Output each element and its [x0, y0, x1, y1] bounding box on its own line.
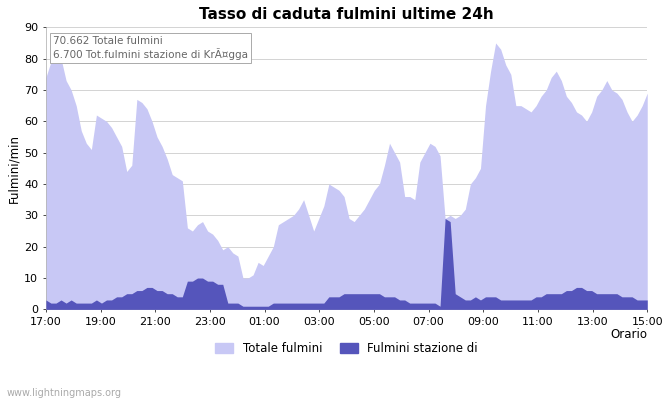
Legend: Totale fulmini, Fulmini stazione di: Totale fulmini, Fulmini stazione di: [211, 338, 482, 360]
Title: Tasso di caduta fulmini ultime 24h: Tasso di caduta fulmini ultime 24h: [199, 7, 494, 22]
Text: www.lightningmaps.org: www.lightningmaps.org: [7, 388, 122, 398]
X-axis label: Orario: Orario: [610, 328, 647, 341]
Text: 70.662 Totale fulmini
6.700 Tot.fulmini stazione di KrÃ¤gga: 70.662 Totale fulmini 6.700 Tot.fulmini …: [53, 36, 248, 60]
Y-axis label: Fulmini/min: Fulmini/min: [7, 134, 20, 203]
